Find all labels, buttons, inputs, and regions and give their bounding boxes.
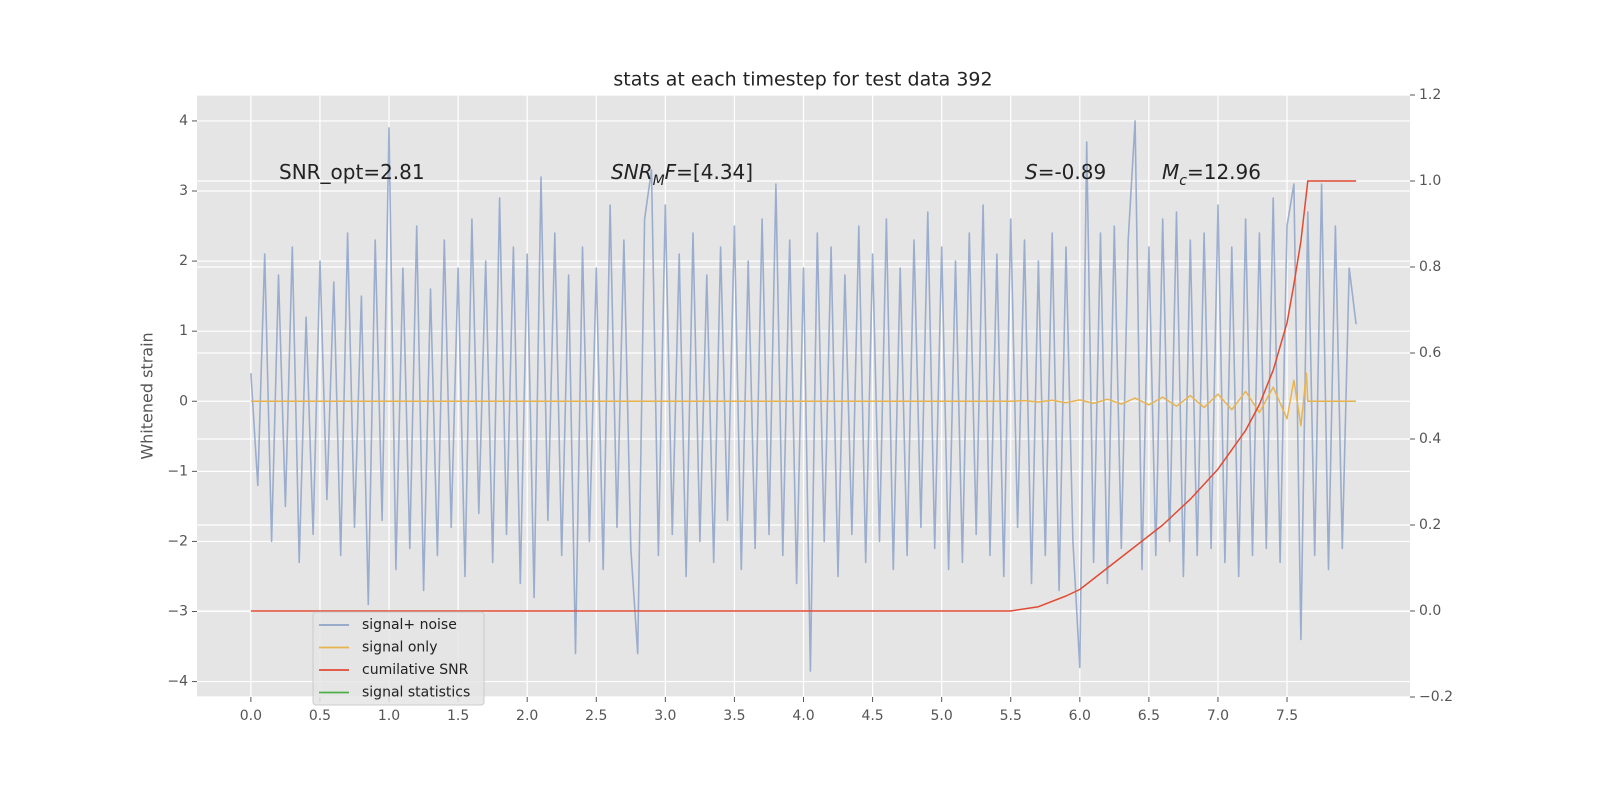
annotation-part: c bbox=[1179, 173, 1187, 189]
annotation-part: S bbox=[1025, 160, 1038, 184]
legend-label: signal+ noise bbox=[362, 617, 457, 633]
annotation-part: =[4.34] bbox=[676, 160, 753, 184]
annotation-part: SNR_opt=2.81 bbox=[279, 160, 425, 184]
y-tick-label: 0 bbox=[179, 393, 188, 409]
y2-tick-label: 0.8 bbox=[1419, 259, 1441, 275]
y-tick-label: −2 bbox=[167, 533, 188, 549]
x-tick-label: 7.0 bbox=[1207, 708, 1229, 724]
legend-label: signal statistics bbox=[362, 685, 470, 701]
x-tick-label: 6.0 bbox=[1069, 708, 1091, 724]
y-tick-label: 3 bbox=[179, 183, 188, 199]
y-tick-label: 1 bbox=[179, 323, 188, 339]
x-tick-label: 5.0 bbox=[931, 708, 953, 724]
series-line bbox=[250, 372, 1357, 427]
annotation-part: =-0.89 bbox=[1038, 160, 1107, 184]
y-tick-label: −3 bbox=[167, 604, 188, 620]
x-tick-label: 5.5 bbox=[1000, 708, 1022, 724]
x-tick-label: 1.5 bbox=[447, 708, 469, 724]
x-tick-label: 0.5 bbox=[309, 708, 331, 724]
legend-label: signal only bbox=[362, 640, 437, 656]
annotation-part: SNR bbox=[611, 160, 653, 184]
legend-label: cumilative SNR bbox=[362, 662, 469, 678]
x-tick-label: 4.5 bbox=[861, 708, 883, 724]
annotation-part: M bbox=[653, 173, 665, 189]
legend-box bbox=[312, 611, 485, 706]
annotation: SNR_opt=2.81 bbox=[279, 160, 425, 184]
annotation-part: M bbox=[1162, 160, 1179, 184]
x-tick-label: 4.0 bbox=[792, 708, 814, 724]
annotation: SNRMF=[4.34] bbox=[611, 160, 753, 190]
x-tick-label: 6.5 bbox=[1138, 708, 1160, 724]
x-tick-label: 0.0 bbox=[240, 708, 262, 724]
x-tick-label: 2.5 bbox=[585, 708, 607, 724]
x-tick-label: 2.0 bbox=[516, 708, 538, 724]
y-tick-label: 2 bbox=[179, 253, 188, 269]
y2-tick-label: 0.6 bbox=[1419, 345, 1441, 361]
chart-title: stats at each timestep for test data 392 bbox=[613, 69, 992, 91]
marks bbox=[250, 120, 1357, 672]
x-tick-label: 3.5 bbox=[723, 708, 745, 724]
y-tick-label: −4 bbox=[167, 674, 188, 690]
axes: 0.0 0.5 1.0 1.5 2.0 2.5 3.0 3.5 4.0 4.5 5.0 5.5 6.0 6… bbox=[167, 87, 1453, 724]
annotation: Mc=12.96 bbox=[1162, 160, 1261, 190]
annotation-part: =12.96 bbox=[1187, 160, 1261, 184]
y2-tick-label: −0.2 bbox=[1419, 689, 1453, 705]
y2-tick-label: 0.0 bbox=[1419, 603, 1441, 619]
series-line bbox=[250, 120, 1357, 672]
y2-tick-label: 0.4 bbox=[1419, 431, 1441, 447]
x-tick-label: 3.0 bbox=[654, 708, 676, 724]
y-tick-label: −1 bbox=[167, 463, 188, 479]
annotation: S=-0.89 bbox=[1025, 160, 1106, 184]
x-tick-label: 7.5 bbox=[1276, 708, 1298, 724]
y2-tick-label: 1.2 bbox=[1419, 87, 1441, 103]
x-tick-label: 1.0 bbox=[378, 708, 400, 724]
y2-tick-label: 1.0 bbox=[1419, 173, 1441, 189]
y2-tick-label: 0.2 bbox=[1419, 517, 1441, 533]
annotation-part: F bbox=[665, 160, 677, 184]
y-tick-label: 4 bbox=[179, 113, 188, 129]
series-line bbox=[250, 180, 1357, 612]
y-axis-label: Whitened strain bbox=[138, 332, 157, 459]
grid bbox=[197, 94, 1410, 698]
